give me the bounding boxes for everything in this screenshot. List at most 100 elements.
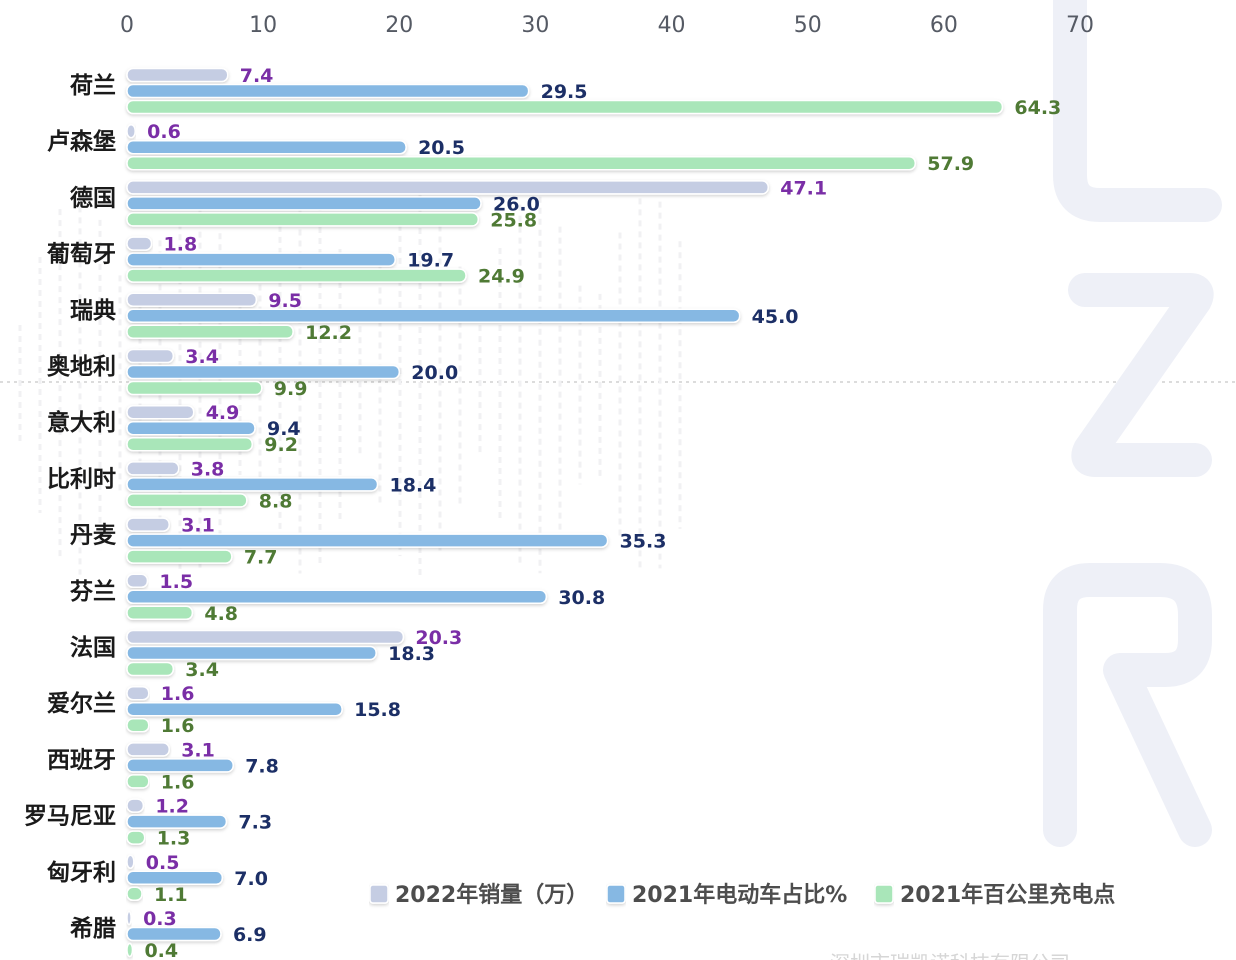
value-label-3: 1.3 bbox=[157, 828, 191, 850]
value-label-3: 57.9 bbox=[927, 153, 974, 175]
value-label-1: 1.2 bbox=[155, 796, 189, 818]
value-label-1: 1.5 bbox=[159, 571, 193, 593]
value-label-1: 1.6 bbox=[161, 683, 195, 705]
bar-1 bbox=[126, 67, 229, 83]
legend-label: 2021年百公里充电点 bbox=[900, 882, 1115, 908]
bar-1 bbox=[126, 854, 135, 870]
logo-shape-top bbox=[1053, 0, 1222, 222]
value-label-3: 1.6 bbox=[161, 715, 195, 737]
category-label: 芬兰 bbox=[70, 578, 116, 605]
x-tick-label: 0 bbox=[120, 13, 134, 38]
bar-3 bbox=[126, 155, 917, 171]
bar-2 bbox=[126, 589, 548, 605]
category-label: 葡萄牙 bbox=[46, 242, 116, 268]
bar-3 bbox=[126, 549, 233, 564]
value-label-2: 29.5 bbox=[541, 81, 588, 103]
value-label-1: 3.1 bbox=[181, 515, 215, 537]
value-label-2: 26.0 bbox=[493, 193, 540, 215]
bar-3 bbox=[126, 830, 146, 845]
bar-1 bbox=[126, 910, 132, 926]
bar-3 bbox=[126, 436, 254, 452]
x-tick-label: 50 bbox=[794, 13, 822, 38]
value-label-2: 7.8 bbox=[245, 755, 279, 777]
bar-3 bbox=[126, 886, 143, 902]
bar-2 bbox=[126, 533, 609, 548]
value-label-2: 7.0 bbox=[234, 868, 268, 890]
category-label: 意大利 bbox=[47, 409, 116, 436]
bar-1 bbox=[126, 180, 769, 195]
bar-3 bbox=[126, 212, 479, 227]
value-label-2: 6.9 bbox=[233, 924, 267, 946]
value-label-2: 18.4 bbox=[390, 474, 437, 496]
legend-swatch bbox=[874, 884, 894, 904]
category-label: 卢森堡 bbox=[47, 128, 116, 155]
x-tick-label: 10 bbox=[249, 13, 277, 38]
x-tick-label: 40 bbox=[658, 13, 686, 38]
value-label-3: 4.8 bbox=[204, 603, 238, 625]
category-labels: 荷兰卢森堡德国葡萄牙瑞典奥地利意大利比利时丹麦芬兰法国爱尔兰西班牙罗马尼亚匈牙利… bbox=[24, 72, 117, 942]
value-label-2: 18.3 bbox=[388, 643, 435, 665]
value-label-3: 1.1 bbox=[154, 884, 188, 906]
value-label-2: 15.8 bbox=[354, 699, 401, 721]
value-labels: 7.4 29.5 64.3 0.6 20.5 57.9 47.1 26.025.8 1.8 19.… bbox=[143, 65, 1061, 960]
bar-1 bbox=[126, 292, 258, 308]
bar-1 bbox=[126, 123, 136, 139]
watermark-text: 深圳市瑞凯诺科技有限公司 bbox=[830, 951, 1070, 960]
value-label-3: 9.9 bbox=[274, 378, 308, 400]
bar-2 bbox=[126, 252, 396, 267]
category-label: 德国 bbox=[70, 184, 116, 211]
value-label-3: 12.2 bbox=[305, 322, 352, 344]
value-label-3: 9.2 bbox=[264, 434, 298, 456]
bar-1 bbox=[126, 404, 195, 420]
bar-1 bbox=[126, 236, 153, 251]
value-label-3: 0.4 bbox=[144, 940, 178, 960]
legend-swatch bbox=[606, 884, 626, 904]
bar-3 bbox=[126, 661, 175, 677]
legend-label: 2022年销量（万） bbox=[395, 882, 588, 908]
bar-3 bbox=[126, 493, 248, 508]
legend: 2022年销量（万） 2021年电动车占比% 2021年百公里充电点 bbox=[369, 882, 1115, 908]
value-label-1: 0.5 bbox=[146, 852, 180, 874]
value-label-1: 7.4 bbox=[240, 65, 274, 87]
bar-2 bbox=[126, 701, 343, 717]
background-decoration bbox=[0, 0, 1236, 847]
bar-3 bbox=[126, 717, 150, 733]
x-axis-ticks: 0 10 20 30 40 50 60 70 bbox=[120, 13, 1094, 38]
bar-2 bbox=[126, 83, 530, 99]
bar-2 bbox=[126, 420, 256, 436]
bar-2 bbox=[126, 814, 228, 829]
bar-3 bbox=[126, 99, 1004, 115]
x-tick-label: 20 bbox=[385, 13, 413, 38]
bar-2 bbox=[126, 308, 741, 324]
bar-2 bbox=[126, 645, 377, 661]
value-label-1: 3.4 bbox=[185, 346, 219, 368]
bar-2 bbox=[126, 196, 482, 211]
bar-2 bbox=[126, 870, 224, 886]
value-label-1: 0.3 bbox=[143, 908, 177, 930]
bar-3 bbox=[126, 380, 263, 396]
bar-2 bbox=[126, 926, 222, 942]
bar-1 bbox=[126, 348, 175, 364]
value-label-3: 3.4 bbox=[185, 659, 219, 681]
x-tick-label: 60 bbox=[930, 13, 958, 38]
value-label-1: 47.1 bbox=[780, 177, 827, 199]
category-label: 罗马尼亚 bbox=[24, 804, 116, 830]
bar-3 bbox=[126, 324, 294, 340]
value-label-3: 7.7 bbox=[244, 547, 278, 569]
value-label-3: 64.3 bbox=[1014, 97, 1061, 119]
value-label-1: 1.8 bbox=[164, 234, 198, 256]
bar-1 bbox=[126, 685, 150, 701]
bar-1 bbox=[126, 629, 405, 645]
value-label-2: 45.0 bbox=[752, 306, 799, 328]
category-label: 匈牙利 bbox=[47, 859, 116, 886]
value-label-2: 19.7 bbox=[407, 250, 454, 272]
legend-swatch bbox=[369, 884, 389, 904]
category-label: 希腊 bbox=[70, 915, 116, 942]
category-label: 瑞典 bbox=[70, 297, 116, 324]
category-label: 比利时 bbox=[47, 466, 116, 492]
value-label-3: 8.8 bbox=[259, 490, 293, 512]
bar-2 bbox=[126, 139, 407, 155]
bar-2 bbox=[126, 758, 234, 773]
